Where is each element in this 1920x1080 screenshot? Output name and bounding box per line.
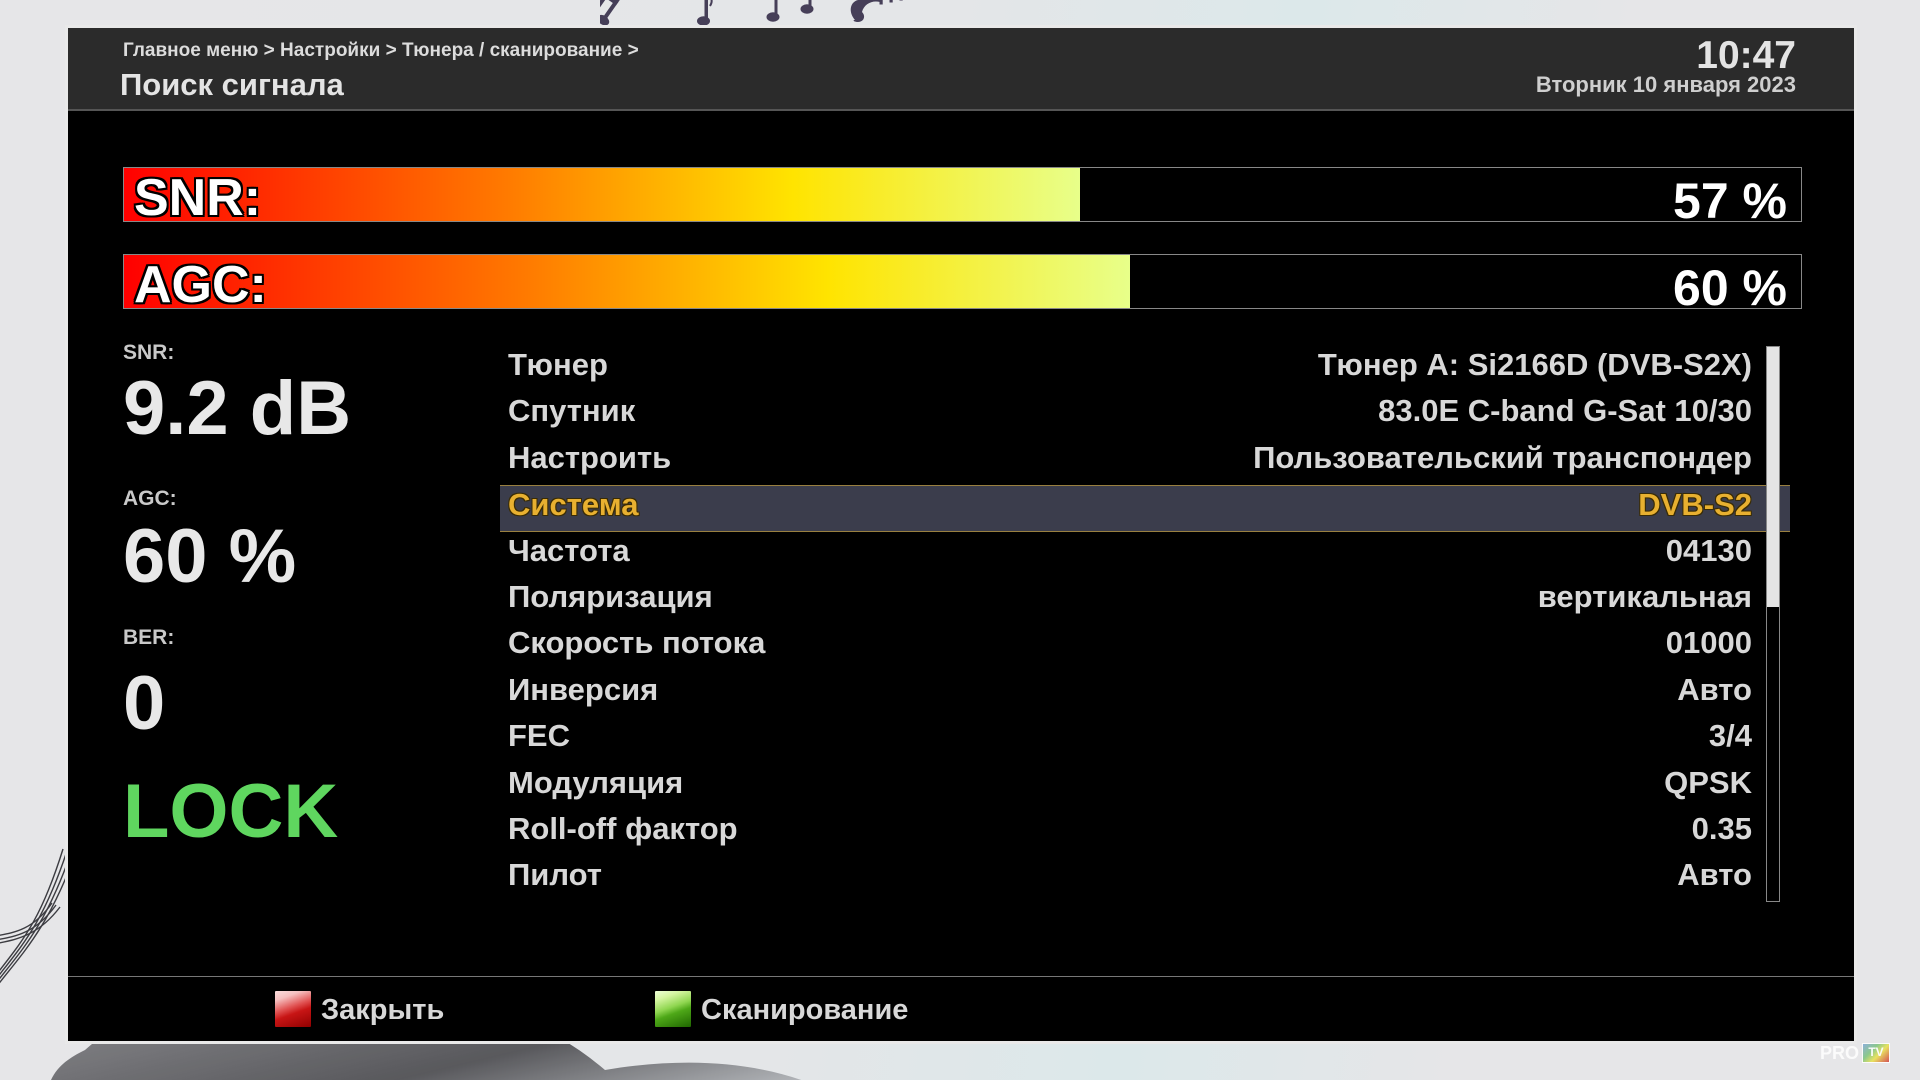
svg-text:#: #: [789, 0, 798, 2]
